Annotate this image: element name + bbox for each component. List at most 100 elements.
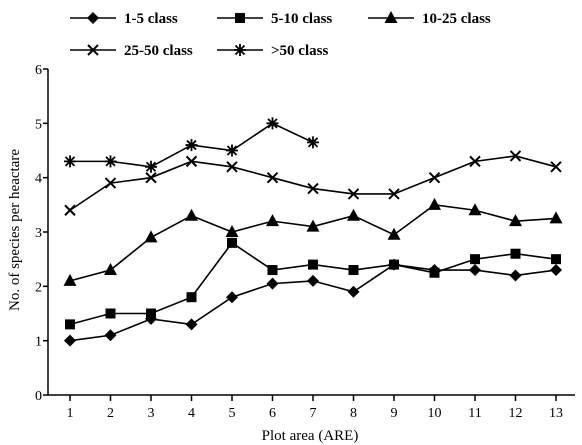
data-point [144, 230, 158, 243]
series-4 [64, 150, 562, 216]
legend-item: 1-5 class [70, 11, 178, 27]
data-point [185, 318, 198, 331]
data-point [64, 155, 76, 168]
data-point [388, 188, 400, 200]
series-1 [64, 258, 562, 347]
data-point [347, 208, 360, 221]
data-point [186, 292, 197, 303]
data-point [104, 263, 117, 276]
y-tick-label: 5 [35, 117, 42, 132]
x-tick-label: 6 [269, 406, 276, 421]
data-point [308, 259, 318, 270]
x-tick-label: 2 [107, 406, 114, 421]
data-point [267, 265, 278, 276]
data-point [185, 139, 198, 152]
data-point [347, 285, 360, 298]
data-point [348, 265, 359, 276]
legend-item: 25-50 class [70, 43, 193, 59]
legend-label: 5-10 class [271, 11, 332, 27]
data-point [307, 182, 319, 195]
x-tick-label: 11 [468, 406, 481, 421]
data-point [145, 160, 157, 173]
legend-item: 10-25 class [368, 11, 491, 27]
data-point [509, 269, 522, 282]
data-point [266, 214, 279, 227]
x-tick-label: 10 [428, 406, 442, 421]
plot-area [63, 117, 563, 347]
data-point [64, 204, 76, 216]
x-tick-label: 5 [229, 406, 236, 421]
data-point [428, 197, 441, 210]
data-point [185, 208, 198, 221]
data-point [550, 161, 562, 173]
legend-marker [234, 44, 246, 56]
x-axis-title: Plot area (ARE) [262, 428, 359, 444]
y-tick-label: 6 [35, 63, 42, 78]
data-point [266, 171, 279, 184]
data-point [63, 273, 77, 286]
data-point [551, 254, 561, 265]
y-tick-label: 4 [35, 172, 42, 187]
x-tick-label: 7 [310, 406, 317, 421]
data-point [429, 267, 440, 278]
data-point [347, 188, 360, 200]
legend-item: 5-10 class [217, 11, 332, 27]
data-point [550, 264, 562, 277]
series-5 [64, 117, 319, 173]
data-point [469, 155, 481, 168]
x-tick-label: 1 [67, 406, 74, 421]
y-tick-label: 1 [35, 335, 42, 350]
data-point [225, 225, 239, 237]
y-axis-title: No. of species per heactare [7, 149, 23, 311]
data-point [104, 155, 117, 168]
data-point [307, 136, 319, 149]
legend-item: >50 class [217, 43, 328, 59]
legend-label: 25-50 class [124, 43, 193, 59]
data-point [389, 259, 399, 270]
series-line [69, 155, 557, 211]
legend-marker [235, 13, 245, 23]
x-tick-label: 3 [148, 406, 155, 421]
x-tick-label: 4 [188, 406, 195, 421]
data-point [266, 117, 279, 130]
legend: 1-5 class 5-10 class 10-25 class 25-50 clas… [70, 11, 491, 59]
data-point [104, 329, 117, 342]
data-point [428, 171, 441, 184]
data-point [509, 150, 522, 162]
data-point [104, 177, 117, 189]
data-point [146, 308, 156, 319]
y-tick-label: 0 [35, 389, 42, 404]
data-point [306, 219, 320, 232]
data-point [509, 214, 522, 227]
x-tick-label: 12 [509, 406, 523, 421]
data-point [468, 203, 482, 216]
data-point [469, 264, 481, 277]
y-tick-label: 3 [35, 226, 42, 241]
data-point [65, 319, 75, 330]
x-tick-label: 8 [350, 406, 357, 421]
data-point [145, 171, 157, 184]
data-point [549, 211, 563, 224]
legend-marker [87, 12, 99, 24]
data-point [64, 334, 76, 347]
data-point [226, 161, 238, 173]
data-point [227, 237, 237, 248]
legend-marker [87, 44, 99, 56]
data-point [226, 291, 238, 304]
legend-marker [384, 11, 398, 23]
data-point [307, 274, 319, 287]
series-2 [65, 237, 561, 330]
x-tick-label: 13 [549, 406, 563, 421]
data-point [470, 254, 480, 265]
data-point [387, 227, 401, 240]
legend-label: 10-25 class [422, 11, 491, 27]
legend-label: >50 class [271, 43, 328, 59]
data-point [185, 155, 198, 168]
series-3 [63, 197, 563, 286]
legend-label: 1-5 class [124, 11, 178, 27]
data-point [226, 144, 238, 157]
y-tick-label: 2 [35, 280, 42, 295]
x-tick-label: 9 [391, 406, 398, 421]
